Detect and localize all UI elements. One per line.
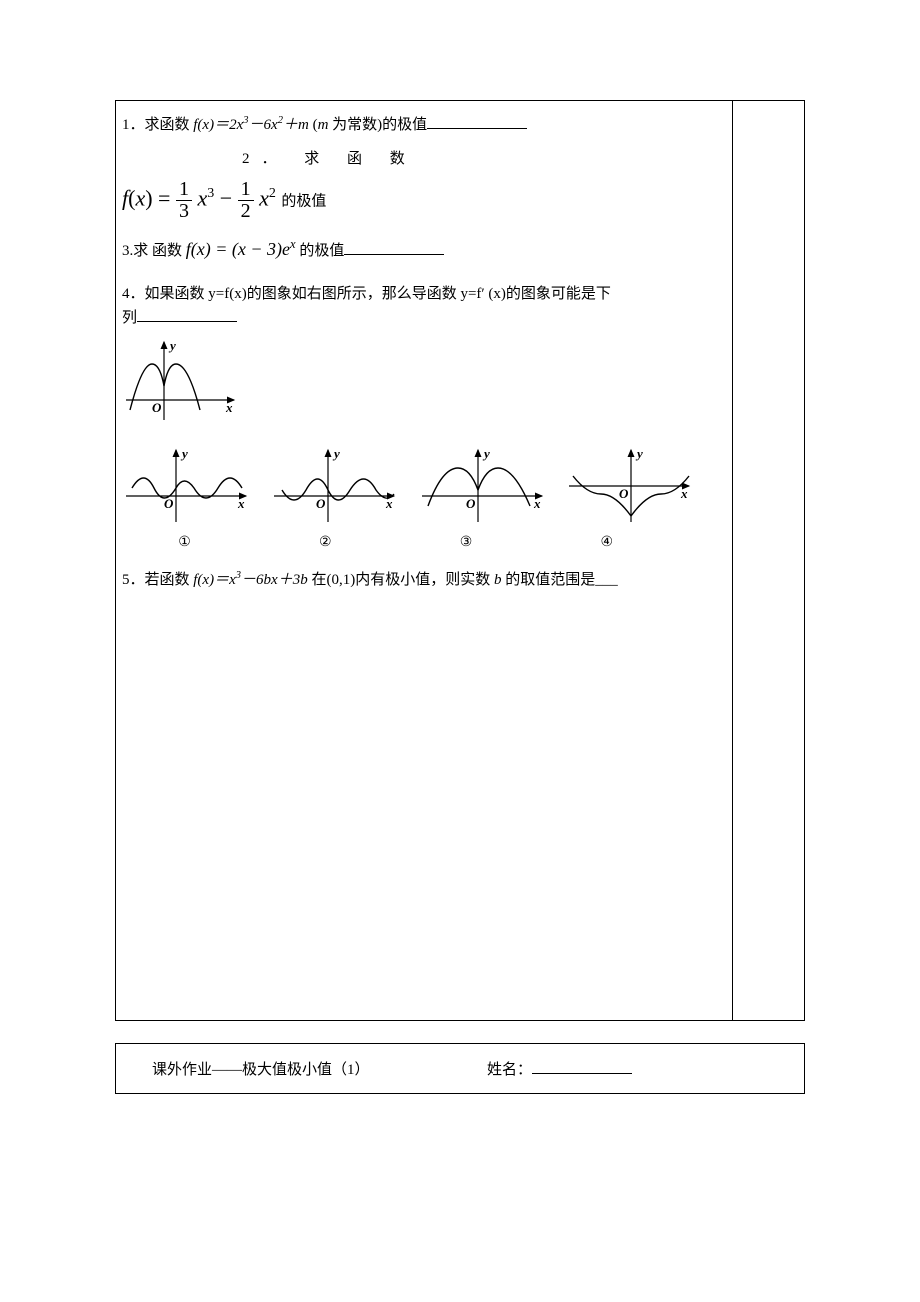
svg-text:x: x bbox=[225, 400, 233, 415]
svg-text:y: y bbox=[180, 446, 188, 461]
q4-option-3: y x O bbox=[418, 444, 548, 526]
q2-formula: f(x) = 1 3 x3 − 1 2 x2 的极值 bbox=[122, 179, 726, 222]
q4-line2: 列 bbox=[122, 310, 137, 326]
q2-x2: x bbox=[259, 186, 269, 211]
q1-suffix: 为常数)的极值 bbox=[328, 117, 427, 133]
content-cell: 1．求函数 f(x)＝2x3－6x2＋m (m 为常数)的极值 2． 求 函 数… bbox=[116, 101, 733, 1021]
q1-mid: ( bbox=[309, 117, 318, 133]
q1-blank bbox=[427, 113, 527, 129]
q2-x3: x bbox=[197, 186, 207, 211]
q2-label: 2． 求 函 数 bbox=[242, 147, 417, 171]
q4-line1: 4．如果函数 y=f(x)的图象如右图所示，那么导函数 y=f′ (x)的图象可… bbox=[122, 282, 726, 306]
q2-minus: − bbox=[220, 186, 238, 211]
q2-frac1: 1 3 bbox=[176, 179, 192, 222]
q3-blank bbox=[344, 239, 444, 255]
svg-text:x: x bbox=[533, 496, 541, 511]
q1-prefix: 1．求函数 bbox=[122, 117, 193, 133]
svg-text:O: O bbox=[152, 400, 162, 415]
q4-label-4: ④ bbox=[544, 532, 669, 554]
q2-suffix: 的极值 bbox=[281, 194, 326, 210]
question-5: 5．若函数 f(x)＝x3－6bx＋3b 在(0,1)内有极小值，则实数 b 的… bbox=[122, 568, 726, 592]
q4-option-1: y x O bbox=[122, 444, 252, 526]
q5-mid: 在(0,1)内有极小值，则实数 bbox=[308, 572, 494, 588]
q4-options-row: y x O y x O bbox=[122, 444, 726, 526]
bottom-spacer bbox=[122, 602, 726, 1012]
q4-label-2: ② bbox=[263, 532, 388, 554]
svg-text:O: O bbox=[164, 496, 174, 511]
q4-label-row: ① ② ③ ④ bbox=[122, 530, 726, 554]
homework-box: 课外作业——极大值极小值（1） 姓名： bbox=[115, 1043, 805, 1094]
q4-main-graph: y x O bbox=[122, 336, 726, 426]
q4-label-1: ① bbox=[122, 532, 247, 554]
q4-label-3: ③ bbox=[404, 532, 529, 554]
question-2: 2． 求 函 数 f(x) = 1 3 x3 − 1 2 x bbox=[122, 147, 726, 222]
svg-text:O: O bbox=[619, 486, 629, 501]
svg-text:y: y bbox=[332, 446, 340, 461]
hw-name-label: 姓名： bbox=[487, 1062, 532, 1078]
svg-text:x: x bbox=[680, 486, 688, 501]
q5-suffix: 的取值范围是___ bbox=[501, 572, 617, 588]
q4-blank bbox=[137, 306, 237, 322]
main-box: 1．求函数 f(x)＝2x3－6x2＋m (m 为常数)的极值 2． 求 函 数… bbox=[115, 100, 805, 1021]
svg-text:y: y bbox=[482, 446, 490, 461]
q1-m: m bbox=[318, 117, 329, 133]
q2-frac2: 1 2 bbox=[238, 179, 254, 222]
question-1: 1．求函数 f(x)＝2x3－6x2＋m (m 为常数)的极值 bbox=[122, 113, 726, 137]
svg-text:x: x bbox=[237, 496, 245, 511]
q4-option-2: y x O bbox=[270, 444, 400, 526]
svg-text:O: O bbox=[316, 496, 326, 511]
hw-name-blank bbox=[532, 1058, 632, 1074]
q5-func: f(x)＝x3－6bx＋3b bbox=[193, 572, 307, 588]
q3-func: f(x) = (x − 3)ex bbox=[186, 239, 296, 259]
main-graph-svg: y x O bbox=[122, 336, 242, 426]
svg-text:x: x bbox=[385, 496, 393, 511]
svg-text:y: y bbox=[168, 338, 176, 353]
question-4: 4．如果函数 y=f(x)的图象如右图所示，那么导函数 y=f′ (x)的图象可… bbox=[122, 282, 726, 554]
question-3: 3.求 函数 f(x) = (x − 3)ex 的极值 bbox=[122, 234, 726, 264]
svg-text:y: y bbox=[635, 446, 643, 461]
q1-func: f(x)＝2x3－6x2＋m bbox=[193, 117, 309, 133]
svg-text:O: O bbox=[466, 496, 476, 511]
hw-title: 课外作业——极大值极小值（1） bbox=[152, 1062, 370, 1078]
q3-suffix: 的极值 bbox=[296, 243, 345, 259]
q3-prefix: 3.求 函数 bbox=[122, 243, 186, 259]
q4-option-4: y x O bbox=[565, 444, 695, 526]
q5-prefix: 5．若函数 bbox=[122, 572, 193, 588]
margin-cell bbox=[732, 101, 804, 1021]
